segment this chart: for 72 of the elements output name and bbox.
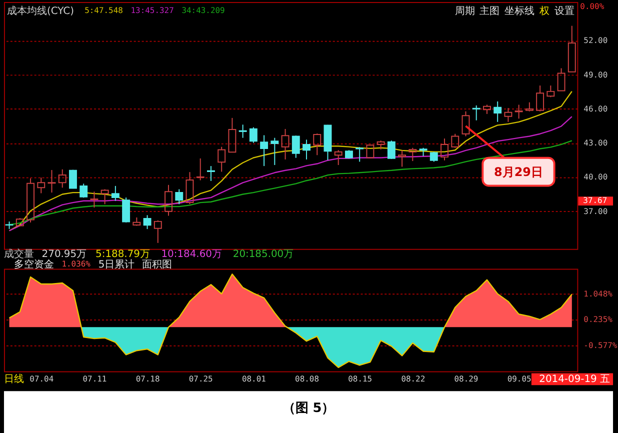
x-tick-label: 07.25 bbox=[188, 374, 214, 384]
candlestick bbox=[387, 140, 396, 160]
candlestick bbox=[440, 138, 448, 161]
x-tick-label: 08.01 bbox=[242, 374, 266, 384]
candlestick bbox=[270, 137, 279, 166]
annotation: 8月29日 bbox=[494, 164, 543, 179]
y-tick-label: 43.00 bbox=[584, 138, 608, 148]
text: （图 5） bbox=[282, 401, 335, 416]
text: 13:45.327 bbox=[130, 6, 174, 15]
text: 34:43.209 bbox=[182, 6, 226, 15]
annotation: 5日累计 bbox=[98, 258, 135, 270]
candlestick bbox=[514, 104, 523, 120]
x-tick-label: 08.08 bbox=[295, 374, 320, 384]
candlestick bbox=[472, 104, 480, 121]
candlestick bbox=[249, 126, 258, 144]
y-tick-label: 49.00 bbox=[584, 70, 608, 80]
text: 0.00% bbox=[580, 2, 604, 12]
annotation: 主图 bbox=[480, 4, 500, 17]
x-tick-label: 08.15 bbox=[348, 374, 372, 384]
y-tick-label: 40.00 bbox=[584, 172, 608, 182]
y-tick-label: 52.00 bbox=[584, 36, 608, 46]
x-tick-label: 07.11 bbox=[82, 374, 107, 384]
y-tick-label: -0.577% bbox=[584, 340, 618, 350]
candlestick bbox=[196, 158, 204, 181]
y-tick-label: 1.048% bbox=[584, 289, 613, 298]
text: 5:47.548 bbox=[84, 6, 124, 15]
y-tick-label: 0.235% bbox=[584, 315, 613, 324]
chart-title: 多空资金 bbox=[14, 258, 54, 270]
candlestick bbox=[111, 185, 120, 202]
annotation: 面积图 bbox=[142, 259, 172, 270]
candlestick bbox=[292, 135, 300, 158]
text: 2014-09-19 五 bbox=[539, 374, 610, 386]
x-tick-label: 07.04 bbox=[30, 374, 54, 384]
annotation: 成交量 bbox=[4, 248, 34, 260]
candlestick bbox=[100, 188, 109, 205]
candlestick bbox=[504, 108, 512, 122]
candlestick bbox=[48, 170, 56, 194]
annotation: 权 bbox=[538, 4, 550, 17]
text: 日线 bbox=[4, 373, 24, 386]
candlestick bbox=[281, 128, 290, 160]
candlestick bbox=[206, 166, 215, 182]
text: 37.67 bbox=[583, 196, 608, 206]
annotation: 周期 bbox=[454, 4, 475, 17]
annotation: 5:188.79万 bbox=[96, 248, 150, 260]
legend-title: 成本均线(CYC) bbox=[6, 4, 74, 17]
candlestick bbox=[482, 104, 491, 114]
annotation: 坐标线 bbox=[504, 4, 535, 17]
candlestick bbox=[494, 100, 502, 122]
candlestick bbox=[26, 178, 34, 223]
candlestick bbox=[122, 197, 130, 223]
candlestick bbox=[302, 139, 310, 160]
annotation: 270.95万 bbox=[42, 248, 87, 260]
y-tick-label: 37.00 bbox=[584, 206, 608, 216]
line-series bbox=[8, 90, 572, 232]
candlestick bbox=[356, 146, 364, 162]
line-series bbox=[8, 116, 572, 232]
annotation: 20:185.00万 bbox=[232, 248, 294, 260]
candlestick bbox=[37, 177, 46, 194]
text: 1.036% bbox=[62, 259, 91, 268]
candlestick bbox=[80, 183, 88, 198]
annotation: 10:184.60万 bbox=[161, 248, 222, 260]
x-tick-label: 08.22 bbox=[401, 374, 426, 384]
x-tick-label: 08.29 bbox=[454, 374, 478, 384]
y-tick-label: 46.00 bbox=[584, 104, 608, 114]
x-tick-label: 09.05 bbox=[507, 374, 532, 384]
candlestick bbox=[175, 188, 184, 205]
x-tick-label: 07.18 bbox=[136, 374, 160, 384]
candlestick bbox=[260, 134, 268, 167]
candlestick bbox=[143, 214, 152, 230]
candlestick bbox=[238, 124, 247, 138]
annotation: 设置 bbox=[554, 4, 574, 17]
candlestick bbox=[90, 191, 98, 208]
